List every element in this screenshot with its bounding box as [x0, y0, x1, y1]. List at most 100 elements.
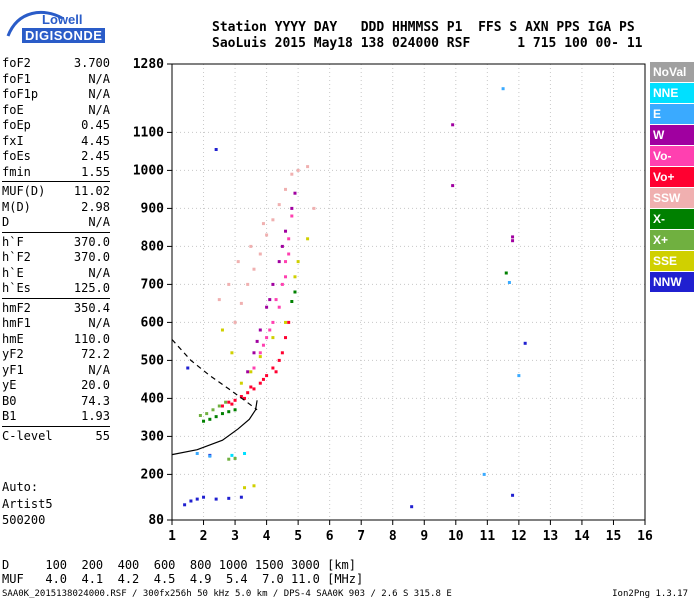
data-point	[261, 222, 265, 226]
param-name: M(D)	[2, 199, 31, 214]
legend-item: Vo+	[650, 167, 694, 187]
data-point	[258, 381, 262, 385]
data-point	[293, 290, 297, 294]
data-point	[195, 497, 199, 501]
data-point	[501, 87, 505, 91]
param-value: N/A	[88, 87, 110, 101]
param-separator	[2, 297, 110, 299]
data-point	[227, 400, 231, 404]
param-name: foF1	[2, 71, 31, 86]
param-value: 370.0	[73, 250, 110, 264]
param-value: 11.02	[73, 184, 110, 198]
param-name: B1	[2, 409, 17, 423]
param-row: foEp 0.45	[2, 118, 110, 134]
param-row: B1 1.93	[2, 409, 110, 425]
muf-row: MUF 4.0 4.1 4.2 4.5 4.9 5.4 7.0 11.0 [MH…	[2, 572, 364, 586]
data-point	[265, 233, 269, 237]
data-point	[277, 260, 281, 264]
data-point	[230, 402, 234, 406]
logo-line2: DIGISONDE	[22, 28, 106, 43]
data-point	[287, 237, 291, 241]
param-value: 4.45	[81, 133, 110, 148]
data-point	[271, 320, 275, 324]
distance-row: D 100 200 400 600 800 1000 1500 3000 [km…	[2, 558, 357, 572]
data-point	[230, 453, 234, 457]
param-separator	[2, 425, 110, 427]
data-point	[287, 320, 291, 324]
data-point	[290, 206, 294, 210]
data-point	[261, 343, 265, 347]
param-name: h`E	[2, 265, 24, 280]
data-point	[195, 452, 199, 455]
data-point	[214, 148, 218, 151]
param-row: fxI 4.45	[2, 134, 110, 150]
data-point	[265, 305, 269, 309]
legend-item: W	[650, 125, 694, 145]
auto-label: Auto:	[2, 480, 39, 494]
data-point	[214, 415, 218, 419]
param-name: h`F	[2, 234, 24, 249]
data-point	[268, 328, 272, 332]
param-row: foF2 3.700	[2, 56, 110, 72]
data-point	[290, 300, 294, 303]
data-point	[504, 271, 508, 275]
data-point	[268, 298, 272, 302]
data-point	[271, 282, 275, 286]
data-point	[208, 454, 212, 458]
data-point	[290, 172, 294, 176]
param-value: N/A	[88, 316, 110, 330]
x-tick-label: 8	[389, 529, 397, 544]
data-point	[239, 495, 243, 499]
data-point	[258, 351, 262, 355]
header-row-2: SaoLuis 2015 May18 138 024000 RSF 1 715 …	[212, 36, 643, 51]
param-name: foF1p	[2, 87, 39, 101]
legend-item: X-	[650, 209, 694, 229]
param-name: foE	[2, 102, 24, 117]
data-point	[224, 400, 228, 404]
plot-frame	[171, 63, 646, 521]
param-value: N/A	[88, 215, 110, 229]
x-tick-label: 10	[448, 529, 464, 544]
data-point	[233, 408, 237, 412]
data-point	[265, 336, 269, 340]
param-row: MUF(D) 11.02	[2, 184, 110, 200]
data-point	[252, 267, 256, 271]
x-tick-label: 9	[420, 529, 428, 544]
auto-program: Artist5	[2, 497, 53, 511]
data-point	[227, 410, 231, 414]
data-point	[252, 366, 256, 370]
param-row: hmF1 N/A	[2, 316, 110, 332]
param-value: 55	[95, 428, 110, 443]
data-point	[243, 486, 247, 490]
param-value: 74.3	[81, 393, 110, 408]
data-point	[246, 370, 250, 374]
data-point	[507, 281, 511, 284]
data-point	[220, 404, 224, 408]
legend-item: NNE	[650, 83, 694, 103]
data-point	[271, 218, 275, 222]
data-point	[284, 187, 288, 191]
data-point	[511, 235, 515, 239]
data-point	[227, 282, 231, 286]
data-point	[230, 351, 234, 355]
data-point	[511, 239, 515, 243]
footer-version: Ion2Png 1.3.17	[612, 589, 688, 599]
param-name: B0	[2, 393, 17, 408]
y-tick-label: 1280	[133, 57, 164, 72]
data-point	[312, 206, 316, 210]
data-point	[249, 244, 253, 248]
data-point	[280, 244, 284, 248]
param-value: 350.4	[73, 300, 110, 315]
legend: NoVal NNE E W Vo- Vo+ SSW X- X+ SSE NNW	[650, 62, 694, 293]
param-name: hmF1	[2, 316, 31, 330]
data-point	[271, 366, 275, 370]
x-tick-label: 4	[263, 529, 271, 544]
data-point	[258, 355, 262, 359]
data-point	[186, 366, 190, 370]
data-point	[290, 214, 294, 218]
data-point	[258, 328, 262, 332]
legend-item: E	[650, 104, 694, 124]
data-point	[246, 282, 250, 286]
muf-trace-line	[171, 339, 258, 411]
legend-item: SSW	[650, 188, 694, 208]
